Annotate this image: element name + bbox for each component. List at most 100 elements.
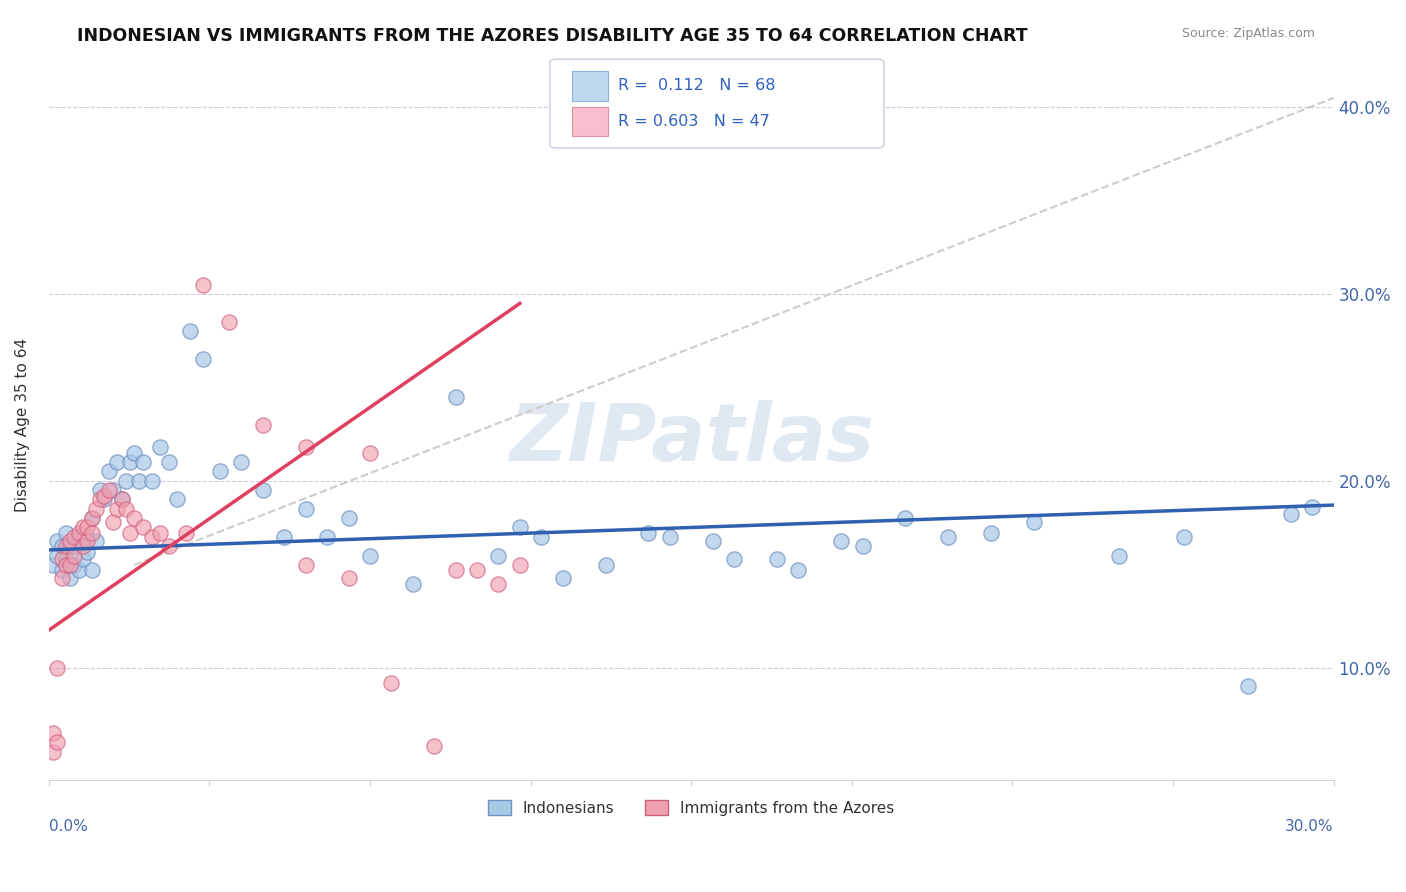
Point bbox=[141, 474, 163, 488]
Point bbox=[1173, 530, 1195, 544]
Point bbox=[359, 549, 381, 563]
Point bbox=[63, 558, 86, 572]
Point bbox=[980, 526, 1002, 541]
Point bbox=[1237, 679, 1260, 693]
Point bbox=[59, 539, 82, 553]
Point bbox=[46, 549, 69, 563]
Point bbox=[252, 417, 274, 432]
Point bbox=[658, 530, 681, 544]
Point bbox=[359, 446, 381, 460]
Point bbox=[766, 552, 789, 566]
Point bbox=[42, 745, 65, 759]
Text: ZIPatlas: ZIPatlas bbox=[509, 400, 873, 478]
Point bbox=[63, 549, 86, 563]
Point bbox=[51, 552, 73, 566]
Point bbox=[46, 533, 69, 548]
Point bbox=[132, 455, 155, 469]
Point bbox=[132, 520, 155, 534]
Point bbox=[51, 539, 73, 553]
Point bbox=[179, 325, 201, 339]
Point bbox=[59, 533, 82, 548]
Point bbox=[465, 564, 488, 578]
Point bbox=[231, 455, 253, 469]
Point bbox=[80, 511, 103, 525]
Point bbox=[76, 545, 98, 559]
Point bbox=[294, 501, 316, 516]
Text: 30.0%: 30.0% bbox=[1285, 819, 1334, 834]
Point bbox=[157, 539, 180, 553]
Point bbox=[59, 558, 82, 572]
Point bbox=[97, 465, 120, 479]
Point bbox=[72, 552, 94, 566]
Text: INDONESIAN VS IMMIGRANTS FROM THE AZORES DISABILITY AGE 35 TO 64 CORRELATION CHA: INDONESIAN VS IMMIGRANTS FROM THE AZORES… bbox=[77, 27, 1028, 45]
Point bbox=[551, 571, 574, 585]
Point bbox=[294, 440, 316, 454]
Point bbox=[294, 558, 316, 572]
Point bbox=[444, 390, 467, 404]
Point bbox=[141, 530, 163, 544]
Point bbox=[337, 571, 360, 585]
FancyBboxPatch shape bbox=[572, 70, 607, 101]
Point bbox=[488, 549, 510, 563]
Point bbox=[55, 526, 77, 541]
Point bbox=[67, 526, 90, 541]
FancyBboxPatch shape bbox=[550, 59, 884, 148]
Point bbox=[76, 520, 98, 534]
Point bbox=[105, 455, 128, 469]
Point bbox=[76, 533, 98, 548]
Point bbox=[63, 530, 86, 544]
Point bbox=[46, 660, 69, 674]
Point bbox=[110, 492, 132, 507]
Point bbox=[316, 530, 339, 544]
Point bbox=[149, 440, 172, 454]
Point bbox=[55, 552, 77, 566]
Text: Source: ZipAtlas.com: Source: ZipAtlas.com bbox=[1181, 27, 1315, 40]
Point bbox=[84, 501, 107, 516]
Point bbox=[46, 735, 69, 749]
Point bbox=[128, 474, 150, 488]
Point bbox=[402, 576, 425, 591]
Point bbox=[55, 558, 77, 572]
Point bbox=[787, 564, 810, 578]
Point bbox=[157, 455, 180, 469]
Point bbox=[149, 526, 172, 541]
Point bbox=[67, 564, 90, 578]
Point bbox=[51, 571, 73, 585]
Point bbox=[209, 465, 232, 479]
Point bbox=[101, 483, 124, 497]
Point bbox=[51, 564, 73, 578]
Point bbox=[380, 675, 402, 690]
Point bbox=[93, 489, 115, 503]
Point bbox=[80, 564, 103, 578]
Point bbox=[59, 571, 82, 585]
Point bbox=[509, 520, 531, 534]
Point bbox=[42, 558, 65, 572]
Point bbox=[80, 511, 103, 525]
Point bbox=[84, 533, 107, 548]
Point bbox=[191, 277, 214, 292]
Point bbox=[423, 739, 446, 753]
Point bbox=[1301, 500, 1323, 514]
FancyBboxPatch shape bbox=[572, 107, 607, 136]
Point bbox=[637, 526, 659, 541]
Point bbox=[191, 352, 214, 367]
Point bbox=[89, 492, 111, 507]
Point bbox=[830, 533, 852, 548]
Point bbox=[115, 474, 138, 488]
Point bbox=[595, 558, 617, 572]
Point bbox=[1022, 515, 1045, 529]
Point bbox=[702, 533, 724, 548]
Point bbox=[936, 530, 959, 544]
Point bbox=[1108, 549, 1130, 563]
Point bbox=[89, 483, 111, 497]
Point bbox=[97, 483, 120, 497]
Point bbox=[723, 552, 745, 566]
Point bbox=[42, 726, 65, 740]
Point bbox=[218, 315, 240, 329]
Point bbox=[273, 530, 295, 544]
Point bbox=[444, 564, 467, 578]
Point bbox=[530, 530, 553, 544]
Point bbox=[488, 576, 510, 591]
Point bbox=[124, 511, 146, 525]
Point bbox=[1279, 508, 1302, 522]
